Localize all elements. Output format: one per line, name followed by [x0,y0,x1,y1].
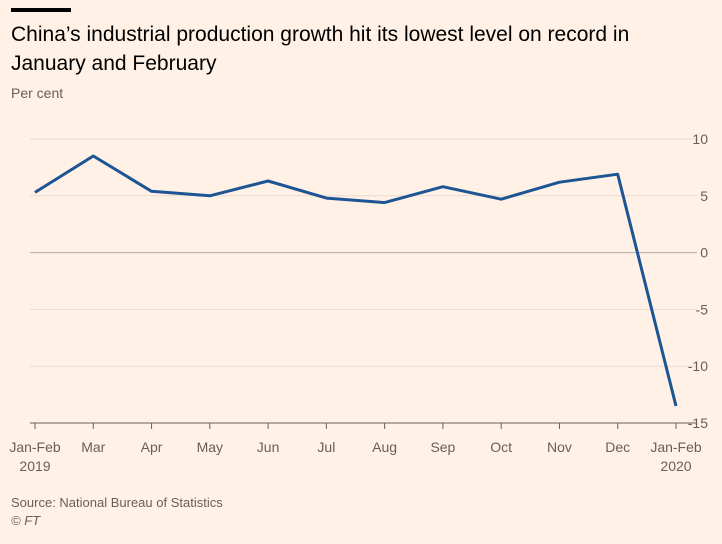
x-tick-label: Jan-Feb [9,439,61,455]
x-tick-label: Jan-Feb [650,439,702,455]
x-tick-label: May [197,439,223,455]
x-tick-label: Aug [372,439,397,455]
chart-title: China’s industrial production growth hit… [11,23,630,75]
x-tick-label: Jul [317,439,335,455]
label-layer: 10 5 0 -5 -10 -15 Jan-Feb 2019 Mar Apr May Jun Jul Au… [9,131,708,474]
series-layer [34,154,678,407]
y-tick-label: 10 [692,131,708,147]
series-line [34,154,678,407]
y-tick-label: -15 [688,415,708,431]
x-tick-label: 2019 [19,458,50,474]
x-tick-label: Jun [257,439,280,455]
x-tick-label: Nov [547,439,572,455]
x-tick-label: Sep [430,439,455,455]
y-tick-label: -5 [696,301,709,317]
y-tick-label: -10 [688,358,708,374]
y-tick-label: 5 [700,188,708,204]
x-tick-label: Apr [141,439,163,455]
chart-footer: Source: National Bureau of Statistics © … [11,494,223,530]
grid-layer [30,138,697,424]
source-note: Source: National Bureau of Statistics [11,495,223,510]
y-tick-label: 0 [700,245,708,261]
x-tick-label: Mar [81,439,105,455]
axis-layer [34,423,677,429]
copyright: © FT [11,513,41,528]
chart-subtitle: Per cent [11,85,64,101]
x-tick-label: 2020 [660,458,691,474]
x-tick-label: Oct [490,439,512,455]
ft-top-bar [11,8,71,12]
x-tick-label: Dec [605,439,630,455]
